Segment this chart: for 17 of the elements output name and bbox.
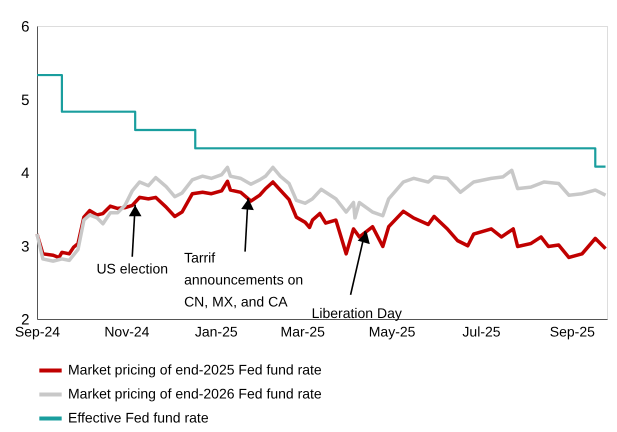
annotation: Tarrif announcements on CN, MX, and CA	[184, 250, 304, 310]
annotation: Liberation Day	[312, 304, 402, 321]
x-tick-label: Jul-25	[462, 324, 501, 340]
x-tick-label: May-25	[368, 324, 416, 340]
legend-label: Market pricing of end-2025 Fed fund rate	[68, 362, 322, 378]
x-tick-label: Mar-25	[280, 324, 326, 340]
y-tick-label: 5	[21, 92, 30, 109]
annotation: US election	[96, 260, 168, 277]
x-tick-label: Nov-24	[104, 324, 150, 340]
x-tick-label: Sep-25	[550, 324, 596, 340]
legend-label: Effective Fed fund rate	[68, 410, 209, 426]
y-tick-label: 4	[21, 165, 30, 182]
y-tick-label: 6	[21, 18, 30, 36]
y-tick-label: 3	[21, 238, 30, 256]
x-tick-label: Jan-25	[194, 324, 238, 340]
line-series	[35, 166, 608, 263]
legend-label: Market pricing of end-2026 Fed fund rate	[68, 386, 322, 402]
